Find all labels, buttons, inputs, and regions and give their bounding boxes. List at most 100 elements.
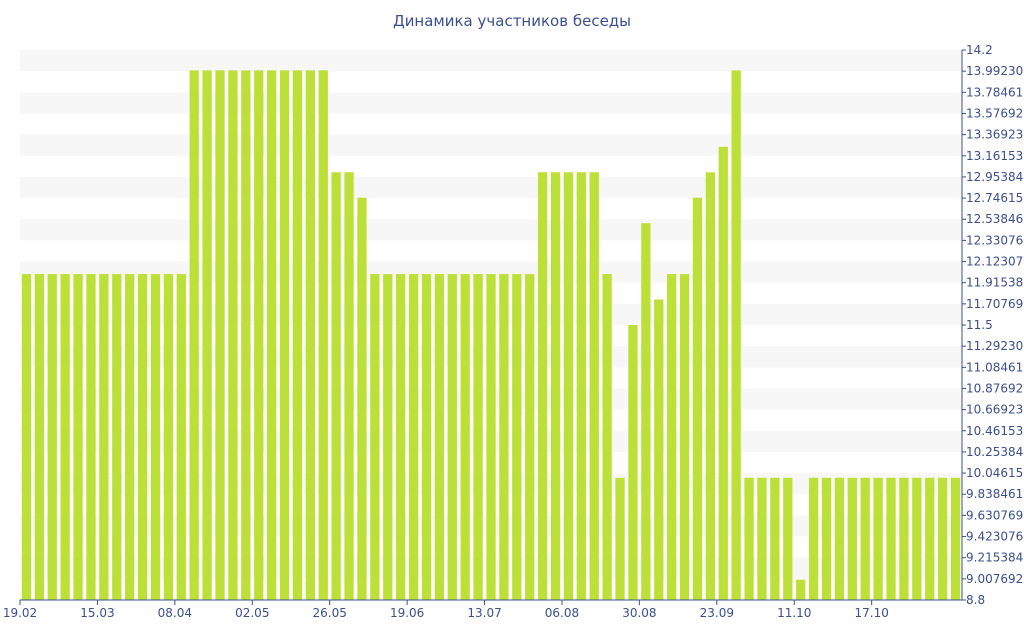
bar — [396, 274, 406, 600]
bar — [615, 477, 625, 600]
bar — [486, 274, 496, 600]
bar — [834, 477, 845, 600]
bar — [21, 274, 32, 600]
y-tick-label: 12.12307 — [966, 255, 1023, 269]
y-tick-label: 11.5 — [966, 318, 993, 332]
bar — [705, 172, 716, 600]
bar — [847, 477, 857, 600]
x-tick-label: 02.05 — [235, 606, 269, 620]
y-tick-label: 9.630769 — [966, 508, 1023, 522]
bar — [757, 477, 767, 600]
bar — [628, 325, 638, 600]
bar — [99, 274, 109, 600]
x-tick-label: 08.04 — [158, 606, 192, 620]
bar — [796, 579, 806, 600]
bar — [860, 477, 870, 600]
x-tick-label: 11.10 — [777, 606, 811, 620]
bar — [318, 70, 328, 601]
y-tick-label: 11.08461 — [966, 360, 1023, 374]
y-tick-label: 10.87692 — [966, 381, 1023, 395]
bar — [383, 274, 393, 600]
bar — [873, 477, 883, 600]
chart-title: Динамика участников беседы — [392, 12, 632, 30]
bar — [576, 172, 586, 600]
y-tick-label: 13.16153 — [966, 149, 1023, 163]
bar — [770, 477, 780, 600]
y-tick-label: 9.838461 — [966, 487, 1023, 501]
y-tick-label: 11.91538 — [966, 276, 1023, 290]
bar — [667, 274, 677, 600]
y-tick-label: 10.25384 — [966, 445, 1023, 459]
bar — [189, 70, 199, 601]
bar — [602, 274, 612, 600]
y-tick-label: 8.8 — [966, 593, 985, 607]
bar — [357, 197, 367, 600]
bar — [731, 70, 741, 601]
bar — [744, 477, 754, 600]
bar — [718, 146, 728, 600]
bar — [331, 172, 341, 600]
bar — [370, 274, 380, 600]
bar — [654, 299, 664, 600]
y-tick-label: 12.74615 — [966, 191, 1023, 205]
bar — [886, 477, 896, 600]
bar — [202, 70, 212, 601]
x-tick-label: 19.06 — [390, 606, 424, 620]
bar — [215, 70, 225, 601]
y-tick-label: 14.2 — [966, 43, 993, 57]
bar — [60, 274, 70, 600]
bar — [460, 274, 470, 600]
bar — [254, 70, 264, 601]
bar — [641, 223, 651, 600]
x-tick-label: 19.02 — [3, 606, 37, 620]
y-tick-label: 12.95384 — [966, 170, 1023, 184]
bar — [344, 172, 354, 600]
bar — [112, 274, 122, 600]
y-tick-label: 10.04615 — [966, 466, 1023, 480]
bar — [266, 70, 277, 601]
bar — [512, 274, 522, 600]
x-tick-label: 17.10 — [854, 606, 888, 620]
bar — [899, 477, 909, 600]
bar — [47, 274, 57, 600]
bar — [434, 274, 445, 600]
bar — [279, 70, 290, 601]
x-tick-label: 26.05 — [313, 606, 347, 620]
y-tick-label: 9.215384 — [966, 551, 1023, 565]
y-tick-label: 13.78461 — [966, 85, 1023, 99]
y-tick-label: 13.57692 — [966, 106, 1023, 120]
grid-band — [20, 219, 962, 241]
bar — [679, 274, 690, 600]
bar — [163, 274, 174, 600]
grid-band — [20, 92, 962, 114]
x-tick-label: 30.08 — [622, 606, 656, 620]
bar — [408, 274, 419, 600]
bar — [912, 477, 922, 600]
y-tick-label: 10.46153 — [966, 424, 1023, 438]
bar — [589, 172, 599, 600]
bar — [137, 274, 148, 600]
bar — [938, 477, 948, 600]
bar — [525, 274, 535, 600]
y-tick-label: 12.53846 — [966, 212, 1023, 226]
y-tick-label: 10.66923 — [966, 403, 1023, 417]
y-tick-label: 11.70769 — [966, 297, 1023, 311]
bar — [176, 274, 186, 600]
x-tick-label: 06.08 — [545, 606, 579, 620]
bar — [537, 172, 548, 600]
x-tick-label: 23.09 — [700, 606, 734, 620]
bar — [821, 477, 832, 600]
bar — [292, 70, 303, 601]
bar — [73, 274, 83, 600]
bar — [150, 274, 161, 600]
bar — [499, 274, 509, 600]
bar — [241, 70, 251, 601]
bar — [86, 274, 96, 600]
grid-band — [20, 50, 962, 72]
bar — [550, 172, 561, 600]
y-tick-label: 12.33076 — [966, 233, 1023, 247]
y-tick-label: 13.99230 — [966, 64, 1023, 78]
grid-band — [20, 176, 962, 199]
